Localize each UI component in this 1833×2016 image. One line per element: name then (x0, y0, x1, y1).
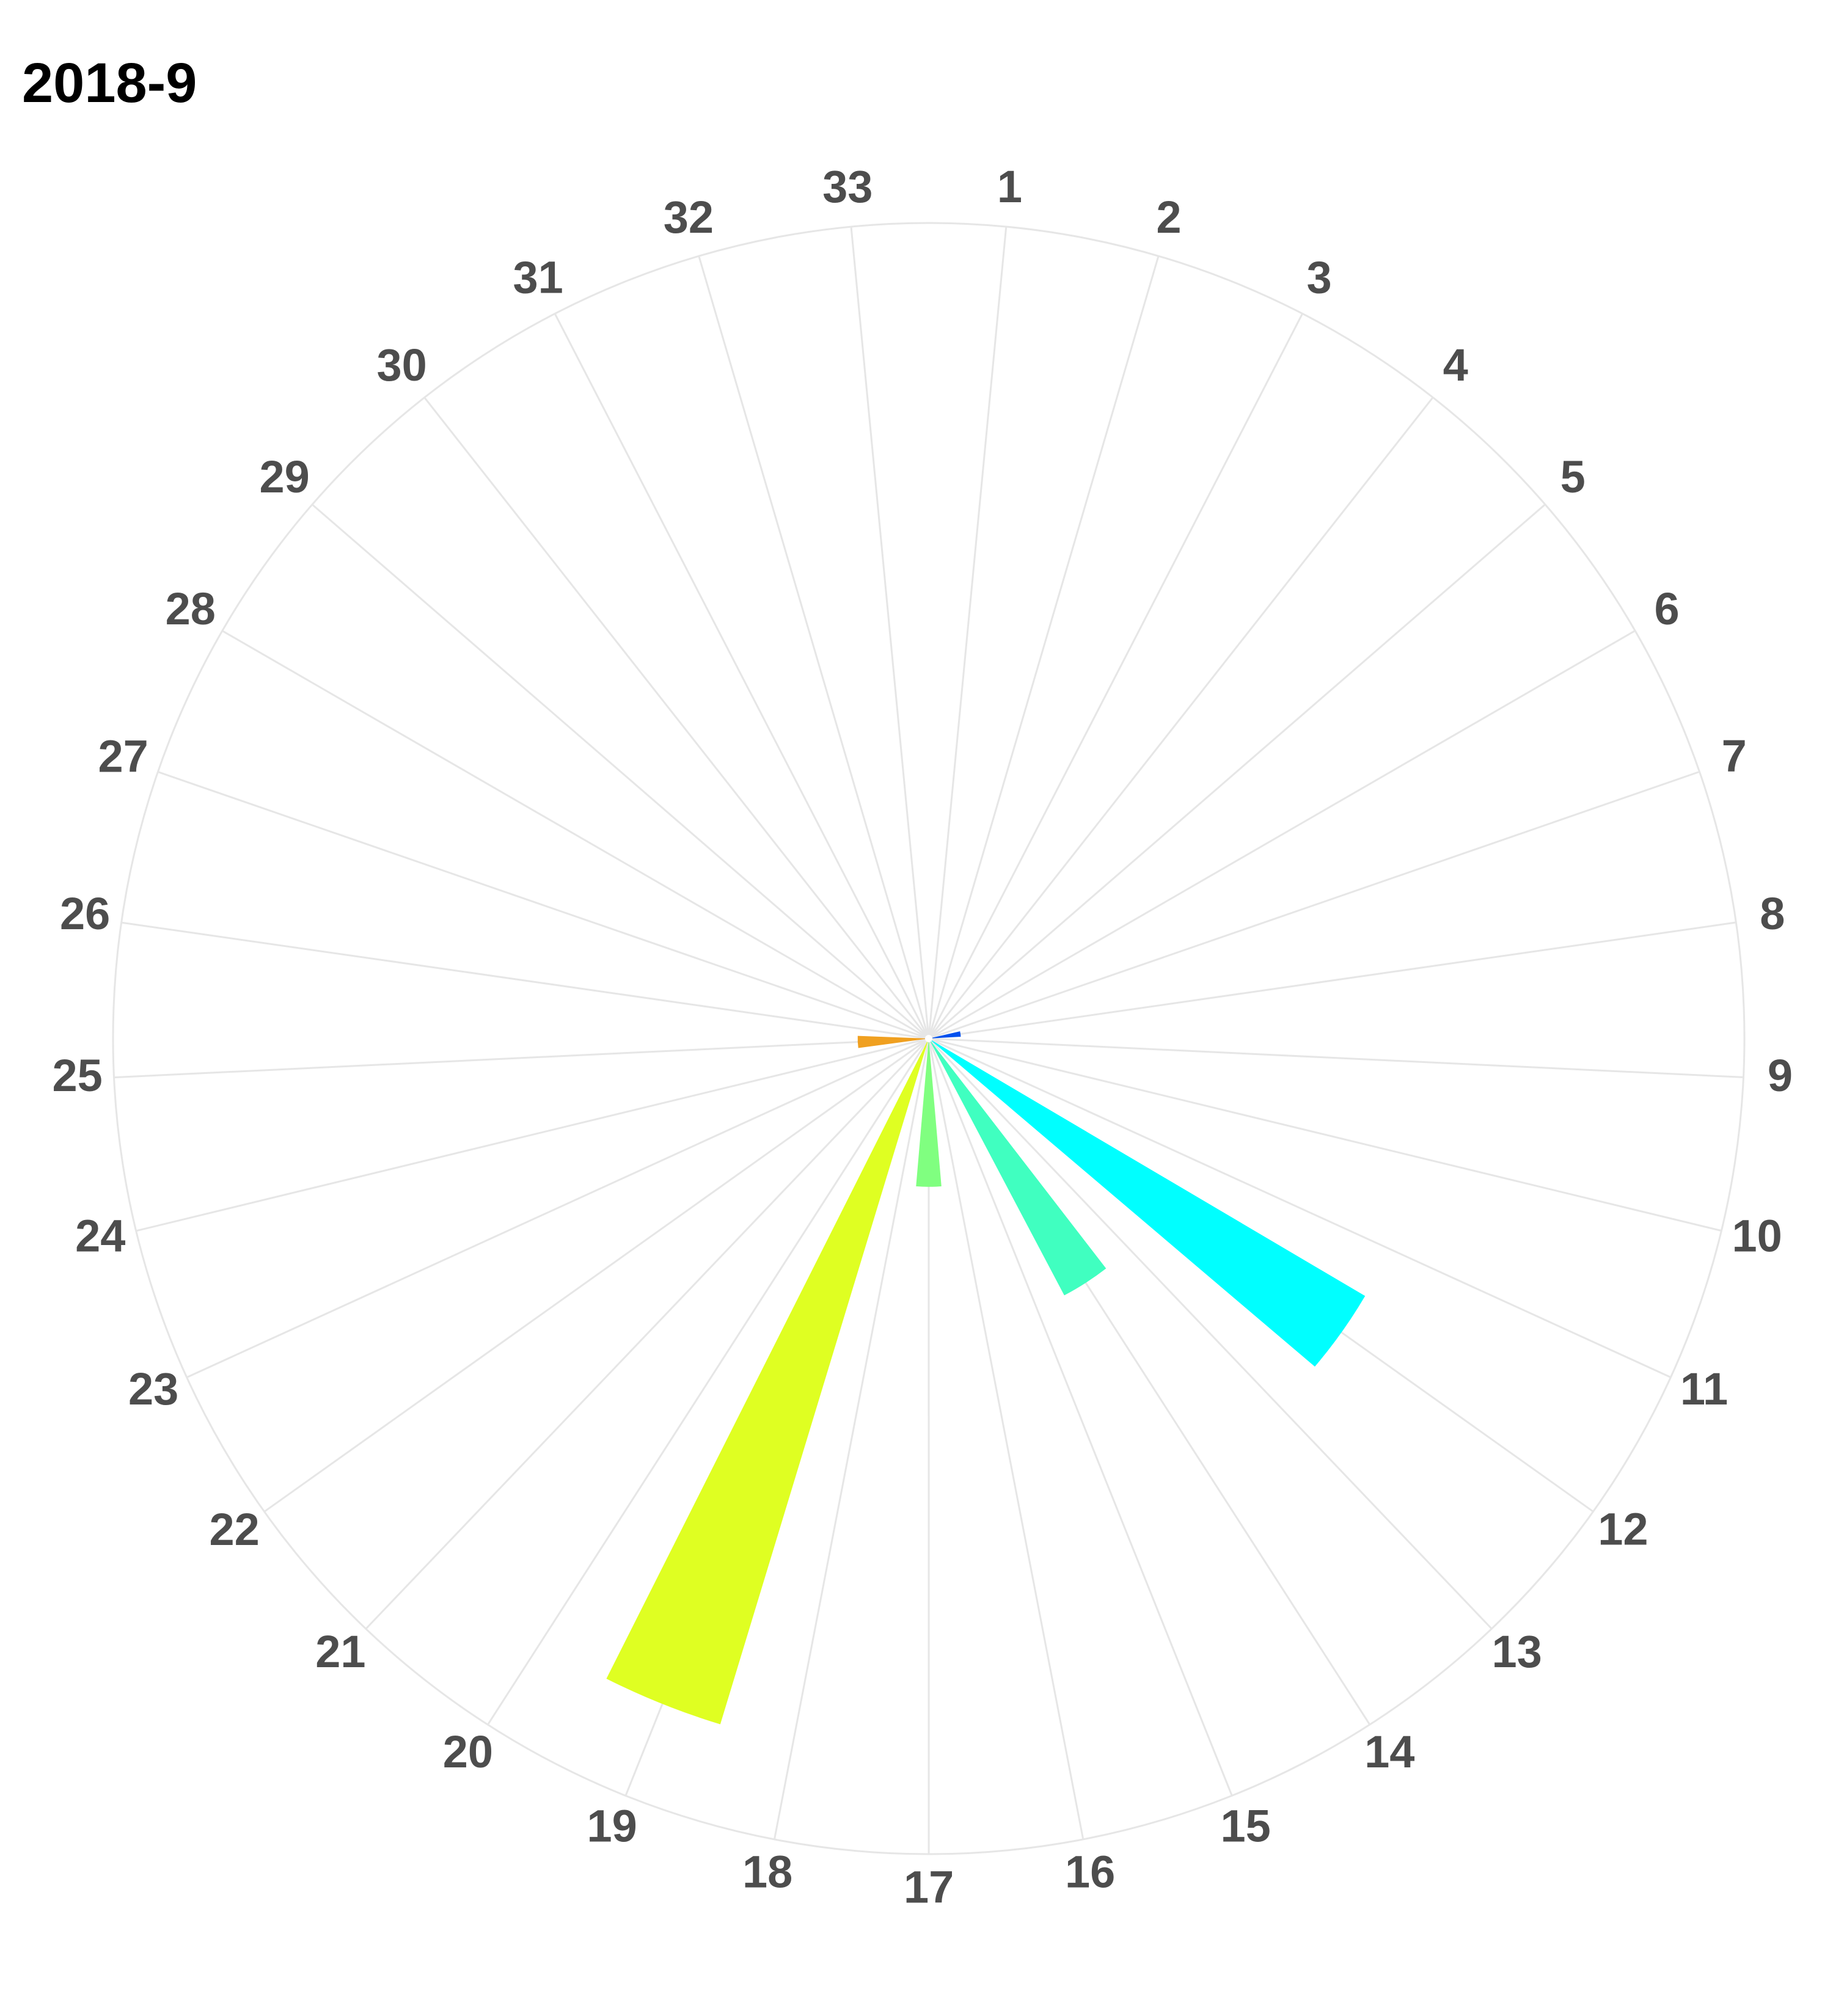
bar-14 (929, 1039, 1107, 1296)
radial-gridline-27 (157, 771, 929, 1040)
radial-gridline-2 (927, 255, 1160, 1039)
category-label-5: 5 (1560, 451, 1586, 502)
radial-gridline-32 (698, 255, 930, 1039)
radial-gridline-6 (928, 630, 1636, 1040)
radial-gridline-16 (927, 1038, 1085, 1840)
category-label-21: 21 (315, 1626, 365, 1677)
category-label-15: 15 (1220, 1801, 1270, 1852)
label-layer: 1234567891011121314151617181920212223242… (52, 161, 1793, 1913)
radial-gridline-5 (928, 503, 1546, 1040)
category-label-14: 14 (1364, 1726, 1414, 1777)
category-label-31: 31 (513, 252, 563, 303)
radial-gridline-20 (487, 1038, 930, 1725)
radial-gridline-33 (850, 226, 930, 1039)
radial-gridline-29 (312, 503, 929, 1040)
bar-19 (606, 1039, 929, 1725)
category-label-10: 10 (1732, 1210, 1782, 1261)
category-label-29: 29 (260, 451, 310, 502)
radial-gridline-7 (928, 770, 1700, 1040)
radial-gridline-13 (927, 1037, 1493, 1630)
category-label-32: 32 (664, 192, 714, 243)
category-label-2: 2 (1156, 192, 1181, 243)
category-label-25: 25 (52, 1050, 102, 1101)
radial-gridline-15 (927, 1038, 1233, 1796)
category-label-24: 24 (75, 1211, 125, 1262)
category-label-12: 12 (1598, 1504, 1648, 1555)
radial-gridline-1 (927, 226, 1008, 1039)
radial-gridline-31 (554, 313, 930, 1039)
radial-gridline-28 (222, 630, 929, 1040)
bar-layer (606, 1031, 1366, 1725)
category-label-9: 9 (1768, 1050, 1793, 1101)
radial-gridline-3 (927, 313, 1303, 1039)
category-label-17: 17 (904, 1862, 954, 1913)
radial-gridline-21 (365, 1037, 930, 1630)
category-label-23: 23 (128, 1364, 178, 1414)
radial-gridline-8 (928, 921, 1736, 1040)
category-label-3: 3 (1307, 252, 1332, 303)
category-label-26: 26 (60, 888, 110, 939)
category-label-7: 7 (1722, 731, 1747, 781)
category-label-13: 13 (1492, 1626, 1542, 1677)
bar-17 (916, 1039, 942, 1187)
radial-gridline-10 (928, 1037, 1722, 1232)
radial-gridline-26 (121, 921, 929, 1040)
category-label-22: 22 (210, 1504, 260, 1555)
bar-8 (929, 1031, 961, 1039)
radial-gridline-22 (263, 1037, 929, 1513)
category-label-33: 33 (822, 161, 873, 212)
center-point (925, 1035, 932, 1042)
radial-gridline-18 (773, 1038, 930, 1840)
bar-12 (929, 1039, 1366, 1367)
category-label-1: 1 (997, 161, 1022, 212)
category-label-6: 6 (1655, 583, 1680, 634)
category-label-11: 11 (1680, 1364, 1728, 1414)
radial-gridline-24 (136, 1037, 929, 1232)
category-label-27: 27 (98, 731, 148, 781)
category-label-4: 4 (1443, 340, 1468, 390)
category-label-18: 18 (742, 1846, 792, 1897)
radial-gridline-23 (186, 1037, 929, 1379)
category-label-30: 30 (376, 340, 426, 390)
category-label-19: 19 (587, 1801, 637, 1852)
category-label-16: 16 (1065, 1846, 1115, 1897)
chart-title: 2018-9 (22, 52, 197, 114)
radial-gridline-25 (114, 1037, 929, 1079)
radial-gridline-4 (927, 396, 1434, 1039)
category-label-28: 28 (166, 583, 216, 634)
radial-gridline-9 (928, 1037, 1744, 1078)
bar-25 (857, 1035, 929, 1048)
radial-gridline-11 (928, 1037, 1672, 1378)
category-label-20: 20 (443, 1726, 493, 1777)
radial-gridline-30 (423, 396, 930, 1039)
category-label-8: 8 (1760, 888, 1785, 939)
